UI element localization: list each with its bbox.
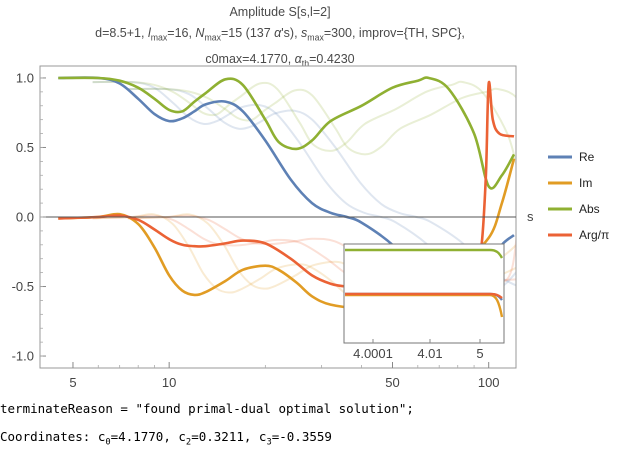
console-output: terminateReason = "found primal-dual opt… [0, 398, 618, 454]
coordinates-line: Coordinates: c0=4.1770, c2=0.3211, c3=-0… [0, 429, 332, 448]
inset-x-tick-label-2: 5 [476, 346, 483, 361]
x-tick-label-0: 5 [69, 375, 76, 390]
chart-title-block: Amplitude S[s,l=2] d=8.5+1, lmax=16, Nma… [0, 2, 560, 74]
legend-label-3: Arg/π [579, 228, 609, 242]
y-tick-label-1: 0.5 [16, 140, 34, 155]
y-tick-label-4: -1.0 [12, 349, 34, 364]
y-tick-label-3: -0.5 [12, 279, 34, 294]
chart-subtitle-params: d=8.5+1, lmax=16, Nmax=15 (137 α's), sma… [95, 26, 465, 43]
chart-subtitle-c0: c0max=4.1770, αth=0.4230 [205, 51, 355, 69]
y-tick-label-0: 1.0 [16, 70, 34, 85]
legend-label-0: Re [579, 150, 595, 164]
chart-title: Amplitude S[s,l=2] [229, 5, 331, 19]
inset-x-tick-label-1: 4.01 [417, 346, 442, 361]
y-tick-label-2: 0.0 [16, 210, 34, 225]
inset-plot: 4.0001 4.01 5 [343, 243, 505, 361]
faded-curve-2-0 [92, 80, 516, 168]
series-line-2 [58, 76, 516, 190]
terminate-reason-text: terminateReason = "found primal-dual opt… [0, 401, 414, 416]
terminate-reason-line: terminateReason = "found primal-dual opt… [0, 398, 618, 426]
legend-label-1: Im [579, 176, 592, 190]
faded-curve-2-1 [127, 87, 516, 156]
inset-line-0 [345, 248, 504, 259]
x-tick-label-3: 100 [478, 375, 500, 390]
inset-x-tick-label-0: 4.0001 [353, 346, 393, 361]
x-tick-label-1: 10 [162, 375, 176, 390]
series-line-3 [58, 80, 515, 290]
x-tick-label-2: 50 [385, 375, 399, 390]
x-axis-label: s [527, 209, 534, 224]
axes: 1.0 0.5 0.0 -0.5 -1.0 5 10 50 100 s [12, 65, 534, 390]
inset-line-3 [345, 292, 503, 299]
legend: Re Im Abs Arg/π [548, 150, 609, 242]
legend-label-2: Abs [579, 202, 600, 216]
